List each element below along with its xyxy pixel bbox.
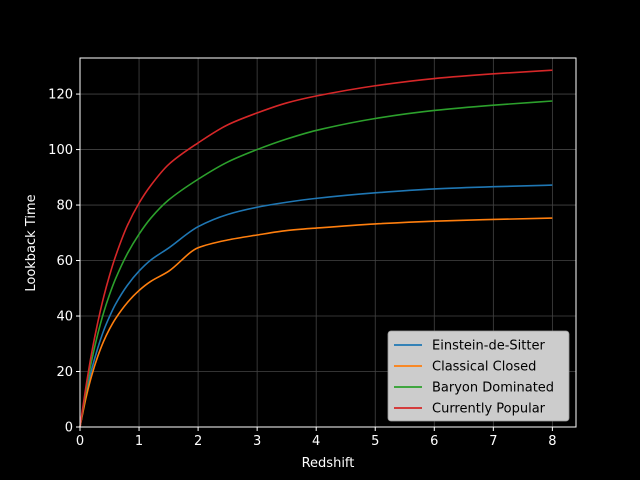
y-tick-label: 40 <box>56 310 73 325</box>
legend-label: Einstein-de-Sitter <box>432 339 545 354</box>
x-tick-label: 1 <box>135 434 143 449</box>
y-tick-label: 0 <box>65 421 73 436</box>
x-axis-label: Redshift <box>302 456 355 471</box>
x-tick-label: 8 <box>548 434 556 449</box>
series-line-2 <box>79 100 553 428</box>
y-tick-label: 60 <box>56 254 73 269</box>
legend-box <box>387 330 570 422</box>
legend-label: Currently Popular <box>432 402 546 417</box>
x-tick-label: 5 <box>371 434 379 449</box>
legend-label: Baryon Dominated <box>432 381 554 396</box>
series-lines <box>79 69 553 428</box>
y-tick-label: 120 <box>48 88 73 103</box>
y-tick-label: 80 <box>56 199 73 214</box>
legend: Einstein-de-Sitter Classical Closed Baryon… <box>387 330 570 422</box>
x-tick-label: 4 <box>312 434 320 449</box>
legend-label: Classical Closed <box>432 360 536 375</box>
series-line-0 <box>79 184 553 428</box>
plot-area-frame <box>79 57 577 428</box>
series-line-1 <box>79 217 553 428</box>
x-tick-label: 0 <box>76 434 84 449</box>
y-axis-label: Lookback Time <box>24 194 39 291</box>
series-line-3 <box>79 69 553 428</box>
y-tick-label: 20 <box>56 365 73 380</box>
x-tick-label: 7 <box>489 434 497 449</box>
x-tick-label: 2 <box>194 434 202 449</box>
x-tick-label: 3 <box>253 434 261 449</box>
x-tick-label: 6 <box>430 434 438 449</box>
y-tick-label: 100 <box>48 143 73 158</box>
